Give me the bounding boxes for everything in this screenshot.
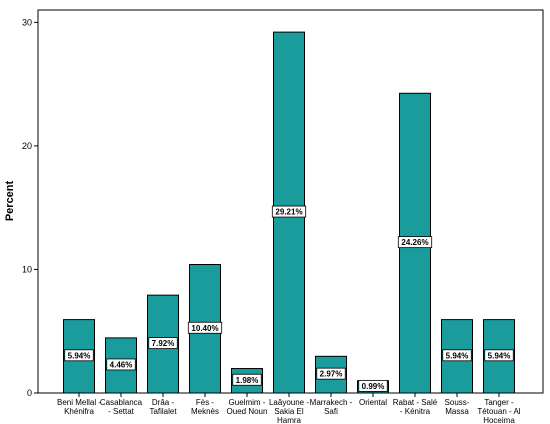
data-label: 29.21% [275,208,302,217]
x-tick-label: Beni Mellal - [57,398,101,407]
x-tick-label: Tétouan - Al [477,407,520,416]
x-tick-label: Massa [445,407,469,416]
data-label-box [442,349,472,362]
data-label: 5.94% [68,351,91,360]
x-tick-label: Laâyoune - [269,398,309,407]
y-tick-label: 0 [27,388,32,398]
x-tick-label: Rabat - Salé [393,398,438,407]
data-label-box [106,358,136,371]
data-label: 5.94% [488,351,511,360]
data-label-box [232,373,262,386]
data-label-box [64,349,94,362]
x-tick-label: Oued Noun [227,407,268,416]
data-label: 4.46% [110,360,133,369]
x-tick-label: Casablanca [100,398,143,407]
y-axis-label: Percent [4,180,16,221]
x-tick-label: Tafilalet [149,407,177,416]
x-tick-label: - Settat [108,407,135,416]
x-tick-label: Hamra [277,416,302,424]
x-tick-label: Safi [324,407,338,416]
data-label-box [397,236,433,249]
x-tick-label: Guelmim - [229,398,266,407]
x-tick-label: Meknès [191,407,219,416]
data-label: 10.40% [191,324,218,333]
data-label: 2.97% [320,370,343,379]
x-tick-label: - Kénitra [400,407,431,416]
x-tick-label: Marrakech - [310,398,353,407]
x-tick-label: Souss- [445,398,470,407]
data-label: 5.94% [446,351,469,360]
data-label: 1.98% [236,376,259,385]
x-tick-label: Fès - [196,398,215,407]
y-tick-label: 10 [22,264,32,274]
y-tick-label: 30 [22,17,32,27]
x-tick-label: Tanger - [484,398,514,407]
x-tick-label: Sakia El [274,407,304,416]
x-axis: Beni Mellal -Khénifra Casablanca- Settat D… [57,393,521,424]
y-tick-label: 20 [22,141,32,151]
data-label: 7.92% [152,339,175,348]
x-tick-label: Khénifra [64,407,94,416]
data-label: 0.99% [362,382,385,391]
data-label-box [484,349,514,362]
data-label-box [271,205,307,218]
data-label-box [148,337,178,349]
data-label: 24.26% [401,238,428,247]
x-tick-label: Drâa - [152,398,175,407]
data-label-box [187,321,223,334]
x-tick-label: Oriental [359,398,387,407]
x-tick-label: Hoceima [483,416,515,424]
data-label-box [358,379,388,392]
y-axis: 0 10 20 30 [22,17,38,398]
data-label-box [316,367,346,380]
